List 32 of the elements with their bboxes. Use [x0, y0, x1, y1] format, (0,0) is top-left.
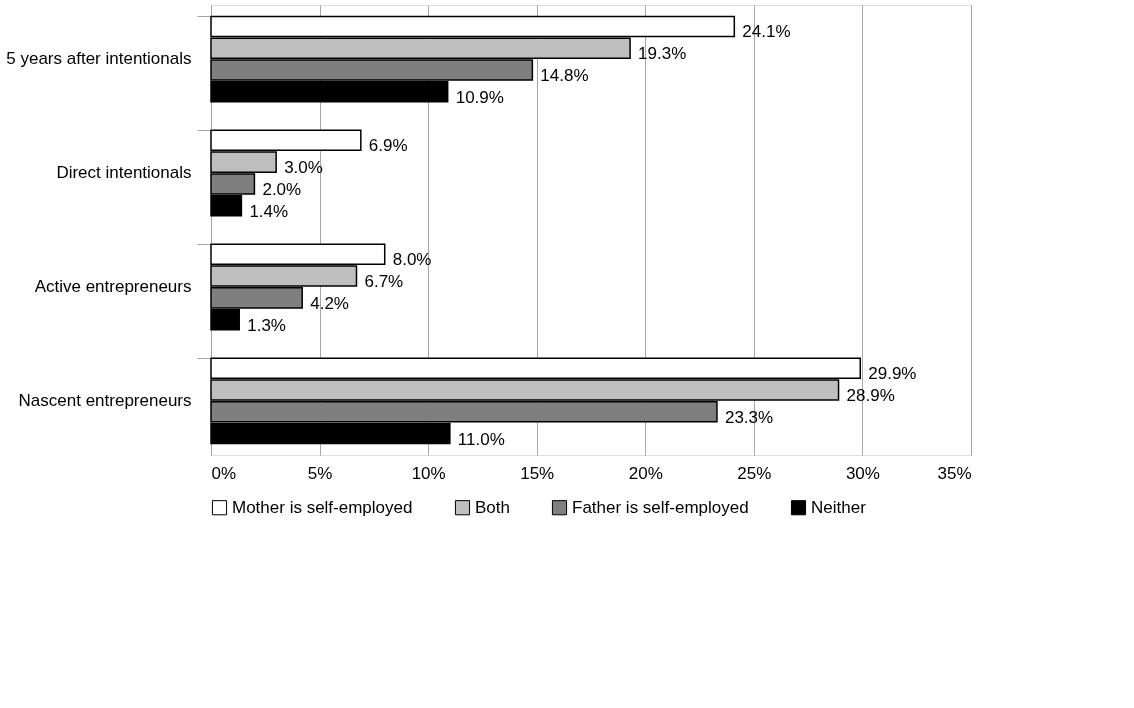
legend-label: Mother is self-employed: [232, 497, 413, 517]
data-label: 1.4%: [249, 201, 289, 221]
data-label: 8.0%: [392, 250, 432, 270]
x-tick-label: 15%: [520, 463, 555, 483]
legend-label: Neither: [811, 497, 867, 517]
x-tick-label: 30%: [845, 463, 880, 483]
data-label: 2.0%: [262, 179, 302, 199]
data-label: 4.2%: [310, 293, 349, 313]
data-label: 6.7%: [364, 272, 404, 292]
x-tick-label: 35%: [937, 463, 972, 483]
legend-label: Both: [475, 497, 510, 517]
data-label: 1.3%: [247, 315, 286, 335]
data-label: 6.9%: [368, 136, 408, 156]
data-label: 14.8%: [540, 66, 589, 86]
data-label: 11.0%: [457, 429, 505, 449]
data-label: 29.9%: [868, 364, 917, 384]
y-tick-label: Nascent entrepreneurs: [18, 390, 192, 410]
data-label: 3.0%: [284, 158, 323, 178]
legend-label: Father is self-employed: [572, 497, 749, 517]
x-tick-label: 20%: [628, 463, 663, 483]
x-tick-label: 25%: [737, 463, 772, 483]
data-label: 10.9%: [455, 87, 504, 107]
data-label: 23.3%: [724, 407, 774, 427]
y-tick-label: 5 years after intentionals: [6, 49, 192, 69]
y-tick-label: Active entrepreneurs: [34, 276, 192, 296]
x-tick-label: 5%: [307, 463, 333, 483]
data-label: 24.1%: [742, 22, 791, 42]
data-label: 28.9%: [846, 385, 895, 405]
data-label: 19.3%: [638, 44, 687, 64]
x-tick-label: 10%: [411, 463, 446, 483]
x-tick-label: 0%: [211, 463, 237, 483]
y-tick-label: Direct intentionals: [56, 163, 192, 183]
